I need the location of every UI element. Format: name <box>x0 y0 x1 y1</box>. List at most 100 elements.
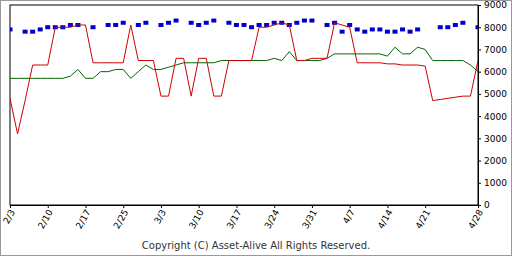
x-tick-label: 2/10 <box>36 208 55 231</box>
plot-frame <box>10 5 478 205</box>
y-tick-mark <box>478 27 481 28</box>
x-tick-label: 4/21 <box>414 208 433 231</box>
point <box>226 21 231 25</box>
x-tick-mark <box>10 205 11 208</box>
x-tick-label: 4/28 <box>466 208 485 231</box>
x-tick-label: 3/10 <box>187 208 206 231</box>
x-tick-mark <box>123 205 124 208</box>
x-tick-mark <box>478 205 479 208</box>
plot-marks <box>10 19 478 134</box>
x-tick: 2/17 <box>74 205 93 230</box>
y-axis-line <box>479 6 482 206</box>
series-points <box>10 19 478 34</box>
point <box>325 23 330 27</box>
y-tick-mark <box>478 138 481 139</box>
x-tick: 3/17 <box>225 205 244 230</box>
x-tick-mark <box>425 205 426 208</box>
point <box>408 30 413 34</box>
x-tick: 4/21 <box>414 205 433 230</box>
y-tick-label: 9000 <box>484 0 507 10</box>
point <box>45 25 50 29</box>
x-tick-label: 3/17 <box>225 208 244 231</box>
point <box>476 25 479 29</box>
point <box>136 23 141 27</box>
point <box>302 19 307 23</box>
point <box>113 23 118 27</box>
y-tick-label: 7000 <box>484 45 507 55</box>
x-tick: 3/24 <box>263 205 282 230</box>
x-tick: 4/7 <box>341 205 357 225</box>
x-tick-mark <box>85 205 86 208</box>
y-tick: 5000 <box>478 89 507 99</box>
x-tick-label: 2/3 <box>1 208 17 226</box>
point <box>23 30 28 34</box>
point <box>362 30 367 34</box>
x-tick-mark <box>236 205 237 208</box>
point <box>309 19 314 23</box>
y-tick-label: 1000 <box>484 178 507 188</box>
y-axis: 0 1000 2000 3000 4000 5000 6000 7000 8000 9000 <box>478 0 507 210</box>
y-tick-label: 4000 <box>484 111 507 121</box>
y-tick-mark <box>478 49 481 50</box>
point <box>196 23 201 27</box>
x-tick: 2/3 <box>1 205 17 225</box>
y-tick: 8000 <box>478 23 507 33</box>
y-tick: 7000 <box>478 45 507 55</box>
point <box>38 27 43 31</box>
x-tick-label: 4/7 <box>341 208 357 226</box>
point <box>234 23 239 27</box>
x-tick-label: 3/24 <box>263 208 282 231</box>
y-tick: 6000 <box>478 67 507 77</box>
x-tick: 2/10 <box>36 205 55 230</box>
point <box>249 25 254 29</box>
x-axis-line <box>11 206 479 209</box>
y-tick-label: 3000 <box>484 134 507 144</box>
series-line <box>10 23 478 134</box>
x-tick: 3/31 <box>300 205 319 230</box>
point <box>438 25 443 29</box>
x-tick-mark <box>48 205 49 208</box>
x-tick-label: 3/31 <box>300 208 319 231</box>
y-tick-label: 0 <box>484 200 490 210</box>
point <box>106 23 111 27</box>
x-tick: 2/25 <box>112 205 131 230</box>
point <box>294 21 299 25</box>
x-tick-mark <box>350 205 351 208</box>
y-tick: 1000 <box>478 178 507 188</box>
x-tick-label: 3/3 <box>152 208 168 226</box>
series-line <box>10 47 478 78</box>
point <box>460 21 465 25</box>
point <box>204 21 209 25</box>
y-tick: 4000 <box>478 111 507 121</box>
y-tick-mark <box>478 116 481 117</box>
y-tick-label: 5000 <box>484 89 507 99</box>
background <box>1 1 512 256</box>
point <box>189 21 194 25</box>
point <box>377 27 382 31</box>
x-tick-mark <box>274 205 275 208</box>
x-tick-mark <box>199 205 200 208</box>
point <box>121 21 126 25</box>
point <box>340 30 345 34</box>
y-tick-label: 8000 <box>484 23 507 33</box>
y-tick: 9000 <box>478 0 507 10</box>
point <box>143 21 148 25</box>
x-tick-mark <box>161 205 162 208</box>
y-tick-mark <box>478 5 481 6</box>
y-tick-label: 2000 <box>484 156 507 166</box>
point <box>174 19 179 23</box>
x-tick-label: 4/14 <box>376 208 395 231</box>
point <box>10 27 13 31</box>
point <box>370 27 375 31</box>
point <box>91 25 96 29</box>
point <box>415 27 420 31</box>
point <box>211 19 216 23</box>
x-axis: 2/3 2/10 2/17 2/25 3/3 3/10 3/17 3/24 3/31 4/7 4/1… <box>1 205 485 230</box>
y-tick: 3000 <box>478 134 507 144</box>
point <box>355 27 360 31</box>
annotation: Copyright (C) Asset-Alive All Rights Res… <box>142 240 370 251</box>
x-tick: 4/14 <box>376 205 395 230</box>
x-tick-label: 2/25 <box>112 208 131 231</box>
x-tick: 4/28 <box>466 205 485 230</box>
point <box>385 30 390 34</box>
